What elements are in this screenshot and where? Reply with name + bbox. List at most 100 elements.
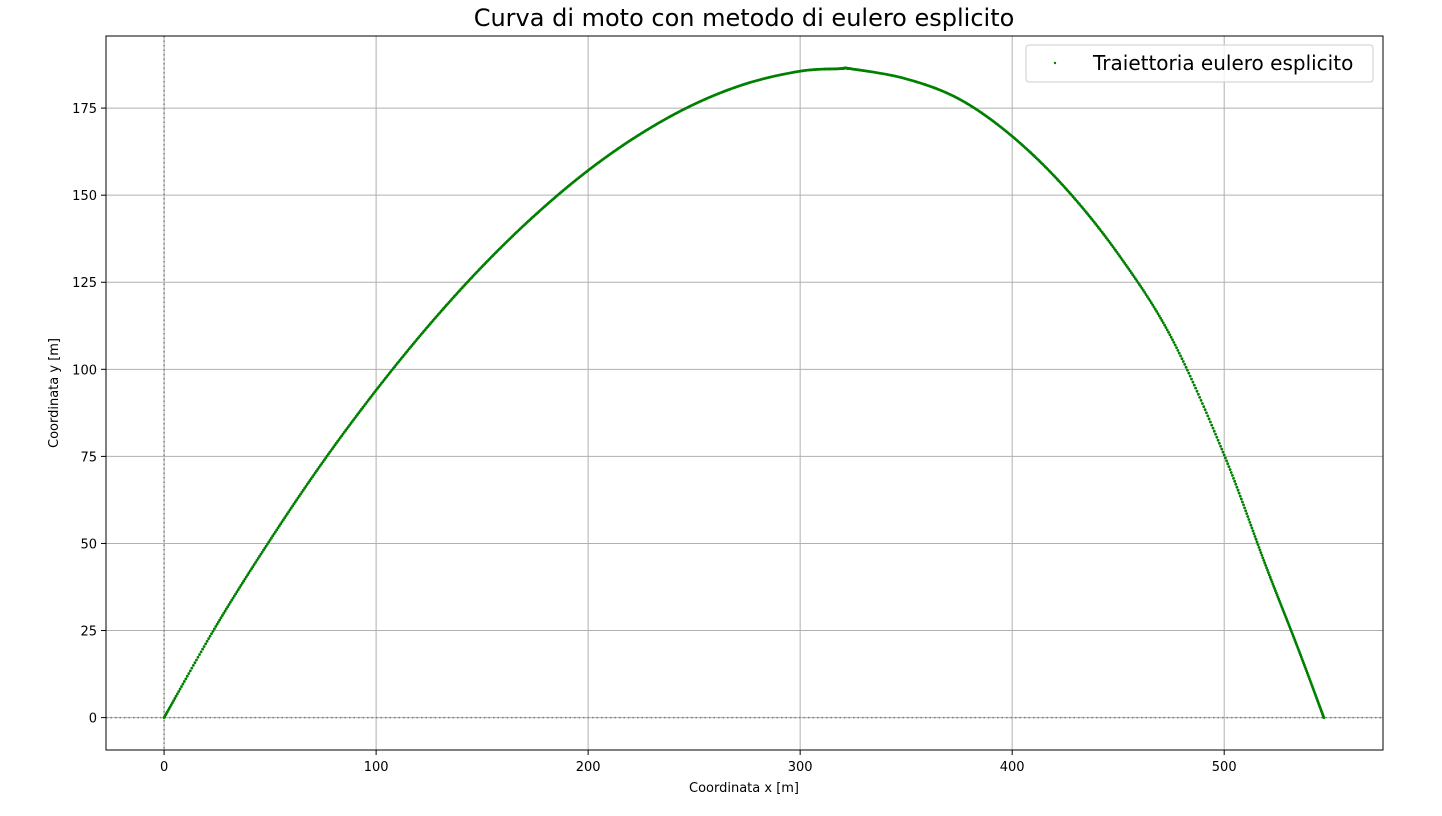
data-point: [251, 565, 255, 569]
reference-lines: [106, 36, 1383, 750]
data-point: [202, 645, 206, 648]
data-point: [1271, 582, 1275, 586]
data-point: [1243, 506, 1246, 510]
data-point: [275, 528, 279, 532]
data-point: [182, 680, 186, 683]
data-point: [226, 605, 230, 609]
data-point: [1190, 377, 1193, 381]
data-point: [1184, 365, 1188, 369]
data-point: [255, 559, 259, 562]
data-point: [1259, 551, 1263, 555]
data-point: [1268, 575, 1272, 579]
data-point: [1167, 330, 1170, 334]
legend-label: Traiettoria eulero esplicito: [1092, 51, 1353, 75]
data-point: [1220, 447, 1224, 451]
data-point: [242, 579, 246, 583]
data-point: [181, 682, 185, 686]
data-point: [283, 516, 287, 520]
data-point: [1266, 568, 1269, 572]
data-point: [1273, 587, 1276, 590]
data-point: [296, 496, 300, 500]
legend-box: [1025, 44, 1374, 83]
data-point: [1235, 485, 1239, 489]
data-point: [1223, 456, 1227, 460]
data-point: [1263, 561, 1267, 565]
data-point: [1194, 386, 1198, 390]
data-point: [1205, 411, 1208, 415]
data-point: [234, 592, 238, 596]
data-point: [260, 550, 264, 554]
data-point: [1180, 357, 1184, 361]
data-point: [184, 677, 188, 681]
data-point: [1198, 395, 1202, 399]
data-point: [214, 625, 218, 628]
data-point: [266, 542, 269, 546]
data-point: [1206, 414, 1210, 418]
data-point: [256, 556, 260, 560]
data-point: [201, 647, 205, 651]
data-point: [1269, 578, 1273, 582]
data-point: [1156, 312, 1160, 316]
data-point: [1157, 314, 1161, 318]
x-tick-label: 500: [1212, 760, 1237, 775]
data-point: [1176, 348, 1180, 352]
data-point: [1208, 420, 1212, 424]
data-point: [258, 554, 261, 558]
data-point: [1270, 580, 1274, 584]
data-point: [218, 618, 222, 622]
data-point: [289, 506, 293, 510]
data-point: [1239, 497, 1243, 501]
data-point: [264, 544, 268, 548]
data-point: [274, 530, 277, 534]
data-point: [221, 614, 224, 617]
data-point: [1260, 553, 1264, 557]
data-point: [1272, 584, 1276, 588]
data-point: [212, 627, 216, 631]
x-tick-label: 300: [788, 760, 813, 775]
data-point: [281, 518, 285, 522]
data-point: [284, 514, 288, 518]
data-point: [1322, 716, 1326, 720]
data-point: [1155, 310, 1159, 313]
x-tick-label: 100: [364, 760, 389, 775]
data-point: [1201, 402, 1204, 405]
data-point: [1247, 518, 1251, 521]
y-tick-label: 125: [72, 276, 97, 291]
data-point: [199, 650, 203, 654]
data-point: [239, 583, 243, 587]
data-point: [208, 634, 212, 638]
data-point: [188, 669, 192, 673]
data-point: [277, 524, 281, 528]
data-point: [231, 596, 235, 600]
data-point: [238, 586, 242, 589]
data-point: [1217, 441, 1221, 445]
data-point: [240, 581, 244, 585]
data-point: [1252, 532, 1256, 536]
data-point: [1274, 591, 1278, 595]
data-point: [1242, 503, 1245, 507]
data-point: [1172, 340, 1176, 344]
data-point: [262, 548, 265, 552]
data-point: [217, 620, 220, 624]
data-point: [1192, 383, 1196, 387]
x-tick-label: 0: [160, 760, 168, 775]
data-point: [215, 622, 219, 626]
legend-marker: [1053, 61, 1057, 65]
data-point: [1251, 529, 1255, 533]
data-point: [190, 666, 194, 670]
data-point: [198, 653, 201, 656]
data-point: [1253, 535, 1257, 538]
y-axis-label: Coordinata y [m]: [47, 338, 62, 448]
data-point: [1256, 543, 1260, 547]
data-point: [176, 692, 179, 696]
data-point: [1241, 500, 1244, 504]
data-point: [1153, 307, 1157, 311]
data-point: [244, 575, 248, 579]
data-point: [1149, 301, 1153, 305]
data-point: [1199, 399, 1203, 402]
data-point: [1264, 564, 1268, 567]
plot-area: [162, 66, 1326, 720]
data-point: [1136, 281, 1140, 284]
data-point: [268, 538, 272, 542]
y-axis: 0 25 50 75 100 125 150 175: [72, 102, 106, 727]
